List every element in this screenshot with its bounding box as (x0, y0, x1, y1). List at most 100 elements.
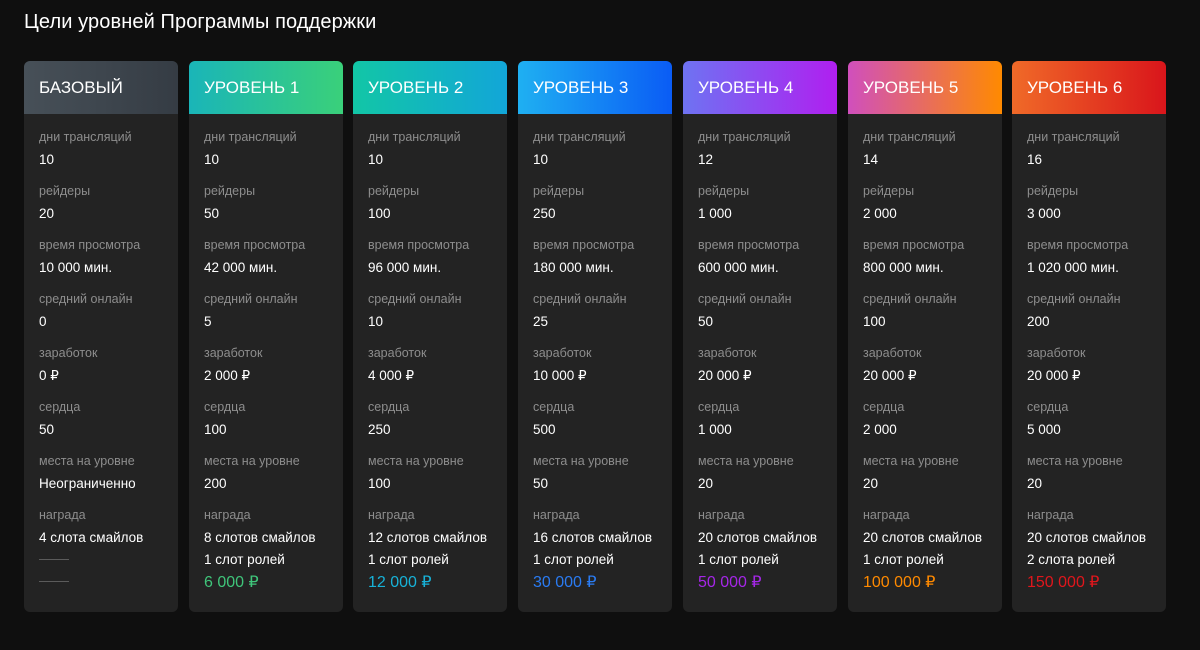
reward-emote-slots: 20 слотов смайлов (863, 530, 983, 545)
level-card-header: УРОВЕНЬ 1 (189, 61, 343, 114)
stat-value: 2 000 (863, 206, 897, 221)
stat-value: 10 (39, 152, 55, 167)
stat-value: 10 (204, 152, 220, 167)
stat-earnings: заработок 2 000 ₽ (204, 345, 343, 399)
stat-value: 50 (533, 476, 549, 491)
stat-label: заработок (863, 346, 922, 360)
level-card-2: УРОВЕНЬ 2 дни трансляций 10 рейдеры 100 … (353, 61, 507, 612)
stat-avg-online: средний онлайн 5 (204, 291, 343, 345)
stat-label: дни трансляций (39, 130, 132, 144)
level-card-header: УРОВЕНЬ 4 (683, 61, 837, 114)
stat-watch-time: время просмотра 600 000 мин. (698, 237, 837, 291)
stat-label: средний онлайн (698, 292, 792, 306)
stat-stream-days: дни трансляций 16 (1027, 129, 1166, 183)
empty-dash (39, 581, 69, 582)
level-card-6: УРОВЕНЬ 6 дни трансляций 16 рейдеры 3 00… (1012, 61, 1166, 612)
stat-hearts: сердца 250 (368, 399, 507, 453)
stat-label: дни трансляций (1027, 130, 1120, 144)
stat-label: места на уровне (204, 454, 300, 468)
stat-label: дни трансляций (533, 130, 626, 144)
stat-stream-days: дни трансляций 10 (39, 129, 178, 183)
stat-value: 1 000 (698, 206, 732, 221)
reward-emote-slots: 8 слотов смайлов (204, 530, 316, 545)
stat-value: 42 000 мин. (204, 260, 278, 275)
reward-emote-slots: 12 слотов смайлов (368, 530, 488, 545)
stat-value: 180 000 мин. (533, 260, 614, 275)
stat-label: места на уровне (39, 454, 135, 468)
stat-label: рейдеры (39, 184, 91, 198)
stat-value: 500 (533, 422, 556, 437)
stat-label: дни трансляций (698, 130, 791, 144)
stat-label: время просмотра (368, 238, 470, 252)
stat-raiders: рейдеры 50 (204, 183, 343, 237)
stat-reward: награда 20 слотов смайлов 1 слот ролей 1… (863, 507, 1002, 593)
stat-label: награда (533, 508, 580, 522)
stat-hearts: сердца 1 000 (698, 399, 837, 453)
stat-value: 20 (1027, 476, 1043, 491)
stat-raiders: рейдеры 3 000 (1027, 183, 1166, 237)
reward-price: 100 000 ₽ (863, 574, 936, 591)
stat-reward: награда 16 слотов смайлов 1 слот ролей 3… (533, 507, 672, 593)
stat-label: дни трансляций (204, 130, 297, 144)
stat-label: средний онлайн (204, 292, 298, 306)
stat-earnings: заработок 0 ₽ (39, 345, 178, 399)
stat-value: 4 000 ₽ (368, 368, 415, 383)
stat-label: средний онлайн (533, 292, 627, 306)
reward-price: 150 000 ₽ (1027, 574, 1100, 591)
level-card-0: БАЗОВЫЙ дни трансляций 10 рейдеры 20 вре… (24, 61, 178, 612)
reward-price: 30 000 ₽ (533, 574, 597, 591)
stat-label: время просмотра (863, 238, 965, 252)
stat-label: время просмотра (204, 238, 306, 252)
stat-places: места на уровне 20 (1027, 453, 1166, 507)
level-card-5: УРОВЕНЬ 5 дни трансляций 14 рейдеры 2 00… (848, 61, 1002, 612)
level-card-body: дни трансляций 10 рейдеры 50 время просм… (189, 114, 343, 593)
stat-label: награда (368, 508, 415, 522)
stat-value: 16 (1027, 152, 1043, 167)
level-card-1: УРОВЕНЬ 1 дни трансляций 10 рейдеры 50 в… (189, 61, 343, 612)
stat-value: 2 000 ₽ (204, 368, 251, 383)
stat-value: 5 000 (1027, 422, 1061, 437)
stat-hearts: сердца 100 (204, 399, 343, 453)
stat-label: рейдеры (863, 184, 915, 198)
stat-watch-time: время просмотра 10 000 мин. (39, 237, 178, 291)
stat-label: время просмотра (39, 238, 141, 252)
stat-value: 96 000 мин. (368, 260, 442, 275)
stat-value: Неограниченно (39, 476, 136, 491)
level-card-4: УРОВЕНЬ 4 дни трансляций 12 рейдеры 1 00… (683, 61, 837, 612)
stat-stream-days: дни трансляций 10 (368, 129, 507, 183)
reward-emote-slots: 20 слотов смайлов (1027, 530, 1147, 545)
reward-emote-slots: 16 слотов смайлов (533, 530, 653, 545)
stat-label: заработок (698, 346, 757, 360)
stat-value: 200 (204, 476, 227, 491)
level-name: УРОВЕНЬ 4 (698, 78, 794, 97)
empty-dash (39, 559, 69, 560)
stat-value: 10 (368, 152, 384, 167)
level-name: УРОВЕНЬ 5 (863, 78, 959, 97)
stat-reward: награда 4 слота смайлов (39, 507, 178, 582)
stat-value: 20 000 ₽ (1027, 368, 1081, 383)
stat-value: 10 000 ₽ (533, 368, 587, 383)
stat-places: места на уровне Неограниченно (39, 453, 178, 507)
stat-places: места на уровне 100 (368, 453, 507, 507)
reward-role-slots: 1 слот ролей (204, 552, 285, 567)
level-card-body: дни трансляций 10 рейдеры 250 время прос… (518, 114, 672, 593)
stat-avg-online: средний онлайн 50 (698, 291, 837, 345)
stat-value: 100 (368, 206, 391, 221)
stat-earnings: заработок 4 000 ₽ (368, 345, 507, 399)
stat-value: 0 ₽ (39, 368, 59, 383)
stat-reward: награда 20 слотов смайлов 1 слот ролей 5… (698, 507, 837, 593)
stat-value: 12 (698, 152, 714, 167)
stat-value: 20 (863, 476, 879, 491)
stat-label: места на уровне (368, 454, 464, 468)
stat-value: 25 (533, 314, 549, 329)
stat-avg-online: средний онлайн 10 (368, 291, 507, 345)
reward-emote-slots: 4 слота смайлов (39, 530, 144, 545)
stat-hearts: сердца 500 (533, 399, 672, 453)
stat-stream-days: дни трансляций 10 (533, 129, 672, 183)
stat-label: награда (863, 508, 910, 522)
reward-price: 12 000 ₽ (368, 574, 432, 591)
stat-places: места на уровне 20 (863, 453, 1002, 507)
stat-label: заработок (39, 346, 98, 360)
stat-value: 0 (39, 314, 47, 329)
reward-role-slots: 1 слот ролей (533, 552, 614, 567)
